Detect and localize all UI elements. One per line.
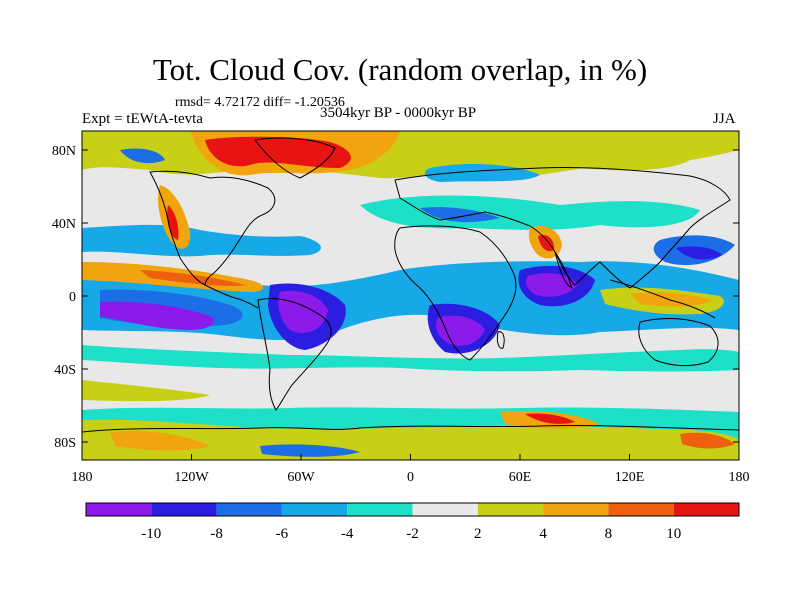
colorbar-label-m6: -6 (276, 526, 289, 542)
field-asia-navy (676, 246, 722, 260)
colorbar-box-3 (281, 503, 348, 516)
stats-text: rmsd= 4.72172 diff= -1.20536 (175, 95, 345, 110)
colorbar-box-6 (477, 503, 544, 516)
field-antarctic-orange3 (680, 432, 735, 449)
colorbar-label-m2: -2 (406, 526, 419, 542)
colorbar-labels: -10 -8 -6 -4 -2 2 4 8 10 (141, 526, 681, 542)
colorbar-box-1 (151, 503, 217, 516)
colorbar-label-m10: -10 (141, 526, 161, 542)
field-na-blue (82, 224, 321, 257)
lon-tick-marks (81, 454, 740, 460)
lon-tick-60e: 60E (509, 470, 532, 485)
lat-tick-80s: 80S (54, 436, 76, 451)
lat-tick-0: 0 (69, 290, 76, 305)
colorbar-label-m8: -8 (210, 526, 223, 542)
colorbar-frame (85, 502, 740, 517)
colorbar-box-4 (347, 503, 413, 516)
field-arctic-blue (120, 148, 165, 164)
lat-tick-marks (82, 149, 739, 443)
lon-tick-60w: 60W (287, 470, 315, 485)
coast-se-asia (609, 279, 716, 319)
coast-antarctica (82, 424, 739, 433)
coast-india (554, 251, 573, 289)
colorbar-box-8 (608, 503, 674, 516)
field-greenland-red (205, 136, 351, 168)
colorbar (85, 502, 740, 517)
season-label: JJA (713, 111, 736, 127)
lon-tick-120w: 120W (174, 470, 209, 485)
field-pacific-red (167, 205, 179, 240)
field-nasia-yellow (556, 148, 690, 171)
lat-tick-40n: 40N (52, 217, 76, 232)
lat-tick-40s: 40S (54, 363, 76, 378)
coast-central-america (204, 284, 259, 309)
lon-tick-120e: 120E (615, 470, 645, 485)
colorbar-label-m4: -4 (341, 526, 354, 542)
field-arabia-red (538, 234, 555, 252)
field-eurasia-cyan (360, 195, 700, 230)
field-southern-yellow (82, 380, 210, 402)
lon-tick-0: 0 (407, 470, 414, 485)
lon-tick-180e: 180 (729, 470, 750, 485)
coast-greenland (254, 137, 336, 179)
colorbar-label-10: 10 (666, 526, 681, 542)
period-label: 3504kyr BP - 0000kyr BP (320, 105, 477, 121)
field-india-purple (526, 273, 578, 297)
coast-north-america (149, 170, 276, 286)
colorbar-label-8: 8 (605, 526, 613, 542)
field-antarctic-yellow (82, 419, 739, 460)
colorbar-box-2 (216, 503, 282, 516)
field-nasia-cyan (424, 164, 540, 182)
lon-tick-labels: 180 120W 60W 0 60E 120E 180 (72, 470, 750, 485)
contour-fields (82, 131, 739, 460)
map-title: Tot. Cloud Cov. (random overlap, in %) (152, 52, 648, 87)
field-epac-red (140, 270, 245, 287)
colorbar-label-2: 2 (474, 526, 482, 542)
field-wpac-orange (630, 292, 712, 307)
colorbar-box-5 (412, 503, 478, 516)
colorbar-label-4: 4 (539, 526, 547, 542)
coast-africa (394, 225, 517, 361)
lon-tick-180w: 180 (72, 470, 93, 485)
coast-eurasia (394, 166, 731, 289)
experiment-label: Expt = tEWtA-tevta (82, 111, 203, 127)
field-africa-purple (436, 315, 485, 346)
lat-tick-80n: 80N (52, 144, 76, 159)
field-southern-cyan (82, 345, 739, 372)
field-antarctic-orange (110, 430, 210, 451)
colorbar-box-9 (673, 503, 739, 516)
colorbar-box-0 (86, 503, 152, 516)
colorbar-box-7 (543, 503, 609, 516)
field-antarctic-blue (260, 444, 360, 457)
coastlines (82, 137, 739, 433)
field-eurasia-blue (420, 207, 500, 223)
field-epac-purple (100, 301, 214, 330)
field-antarctic-red (525, 413, 575, 424)
coast-madagascar (496, 331, 505, 349)
coast-south-america (257, 298, 332, 411)
lat-tick-labels: 80N 40N 0 40S 80S (52, 144, 76, 451)
coast-australia (638, 318, 719, 367)
